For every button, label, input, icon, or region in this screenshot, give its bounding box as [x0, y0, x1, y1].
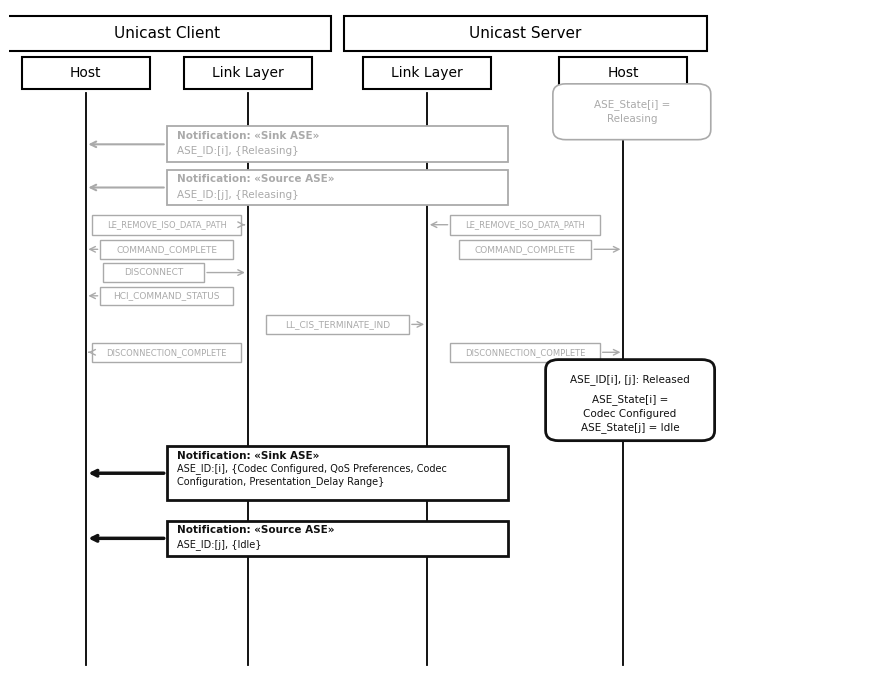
FancyBboxPatch shape: [22, 57, 150, 89]
FancyBboxPatch shape: [166, 126, 508, 162]
Text: Notification: «Sink ASE»: Notification: «Sink ASE»: [177, 451, 320, 461]
Text: LE_REMOVE_ISO_DATA_PATH: LE_REMOVE_ISO_DATA_PATH: [106, 220, 226, 229]
Text: LL_CIS_TERMINATE_IND: LL_CIS_TERMINATE_IND: [285, 320, 390, 329]
FancyBboxPatch shape: [166, 521, 508, 555]
Text: ASE_State[j] = Idle: ASE_State[j] = Idle: [581, 422, 679, 433]
Text: HCI_COMMAND_STATUS: HCI_COMMAND_STATUS: [113, 292, 219, 300]
Text: Link Layer: Link Layer: [212, 66, 284, 80]
Text: DISCONNECT: DISCONNECT: [125, 268, 184, 277]
Text: ASE_State[i] =: ASE_State[i] =: [594, 99, 670, 110]
Text: DISCONNECTION_COMPLETE: DISCONNECTION_COMPLETE: [106, 348, 226, 357]
Text: COMMAND_COMPLETE: COMMAND_COMPLETE: [475, 245, 576, 254]
Text: ASE_ID:[i], {Releasing}: ASE_ID:[i], {Releasing}: [177, 146, 299, 157]
Text: ASE_ID:[j], {Idle}: ASE_ID:[j], {Idle}: [177, 540, 261, 551]
FancyBboxPatch shape: [459, 240, 591, 258]
Text: LE_REMOVE_ISO_DATA_PATH: LE_REMOVE_ISO_DATA_PATH: [465, 220, 585, 229]
FancyBboxPatch shape: [166, 170, 508, 205]
Text: Releasing: Releasing: [606, 114, 657, 124]
Text: Notification: «Source ASE»: Notification: «Source ASE»: [177, 525, 334, 536]
Text: ASE_ID:[i], {Codec Configured, QoS Preferences, Codec: ASE_ID:[i], {Codec Configured, QoS Prefe…: [177, 463, 447, 474]
FancyBboxPatch shape: [184, 57, 312, 89]
FancyBboxPatch shape: [100, 287, 233, 305]
Text: Host: Host: [608, 66, 639, 80]
FancyBboxPatch shape: [545, 359, 714, 441]
FancyBboxPatch shape: [92, 215, 241, 235]
Text: ASE_State[i] =: ASE_State[i] =: [592, 394, 668, 405]
FancyBboxPatch shape: [559, 57, 687, 89]
Text: Configuration, Presentation_Delay Range}: Configuration, Presentation_Delay Range}: [177, 477, 384, 487]
FancyBboxPatch shape: [344, 16, 706, 51]
FancyBboxPatch shape: [363, 57, 491, 89]
FancyBboxPatch shape: [450, 215, 600, 235]
FancyBboxPatch shape: [3, 16, 331, 51]
Text: Link Layer: Link Layer: [391, 66, 463, 80]
Text: Unicast Server: Unicast Server: [469, 26, 581, 41]
Text: Codec Configured: Codec Configured: [584, 409, 677, 419]
FancyBboxPatch shape: [100, 240, 233, 258]
Text: Unicast Client: Unicast Client: [113, 26, 219, 41]
Text: Notification: «Sink ASE»: Notification: «Sink ASE»: [177, 131, 320, 140]
FancyBboxPatch shape: [266, 315, 409, 334]
Text: Notification: «Source ASE»: Notification: «Source ASE»: [177, 174, 334, 184]
FancyBboxPatch shape: [166, 446, 508, 500]
Text: ASE_ID:[j], {Releasing}: ASE_ID:[j], {Releasing}: [177, 188, 299, 199]
Text: DISCONNECTION_COMPLETE: DISCONNECTION_COMPLETE: [465, 348, 585, 357]
Text: Host: Host: [70, 66, 101, 80]
FancyBboxPatch shape: [450, 343, 600, 361]
FancyBboxPatch shape: [92, 343, 241, 361]
FancyBboxPatch shape: [104, 263, 204, 282]
FancyBboxPatch shape: [553, 84, 711, 140]
Text: ASE_ID[i], [j]: Released: ASE_ID[i], [j]: Released: [571, 374, 690, 385]
Text: COMMAND_COMPLETE: COMMAND_COMPLETE: [116, 245, 217, 254]
